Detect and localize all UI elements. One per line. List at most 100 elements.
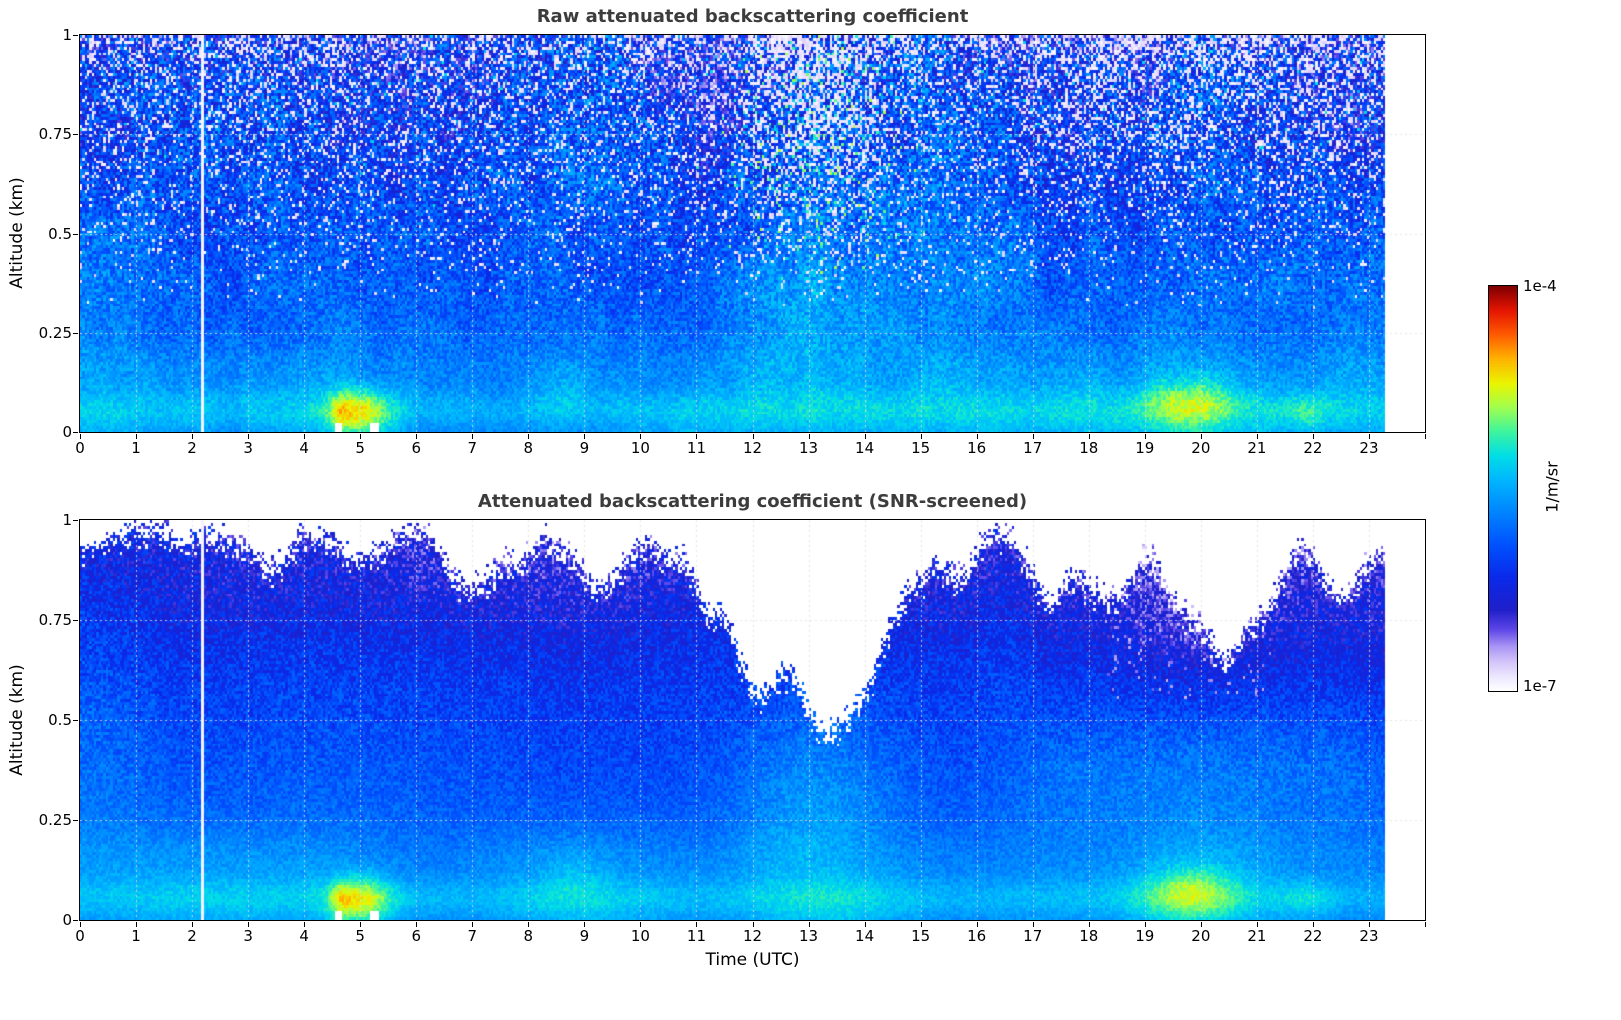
y-axis-tick (73, 720, 78, 721)
x-axis-tick (248, 434, 250, 439)
y-axis-tick (73, 920, 78, 921)
x-axis-tick (528, 922, 530, 927)
x-axis-tick (752, 922, 754, 927)
x-axis-tick (416, 434, 418, 439)
x-axis-tick (1200, 922, 1202, 927)
x-tick-label: 15 (911, 439, 931, 457)
x-tick-label: 18 (1079, 927, 1099, 945)
x-tick-label: 10 (630, 927, 650, 945)
y-tick-label: 0 (62, 911, 72, 929)
raw-panel-title: Raw attenuated backscattering coefficien… (536, 6, 969, 27)
x-tick-label: 5 (355, 439, 365, 457)
x-axis-tick (136, 922, 138, 927)
x-tick-label: 20 (1191, 439, 1211, 457)
x-tick-label: 0 (75, 439, 85, 457)
x-axis-tick (1144, 434, 1146, 439)
x-tick-label: 1 (131, 439, 141, 457)
x-tick-label: 22 (1303, 927, 1323, 945)
x-axis-tick (1368, 922, 1370, 927)
x-axis-tick (1088, 922, 1090, 927)
x-tick-label: 14 (855, 927, 875, 945)
x-axis-tick (976, 434, 978, 439)
x-axis-label: Time (UTC) (705, 950, 800, 970)
x-tick-label: 15 (911, 927, 931, 945)
x-axis-tick (808, 434, 810, 439)
x-tick-label: 1 (131, 927, 141, 945)
x-tick-label: 4 (299, 927, 309, 945)
x-axis-tick (1088, 434, 1090, 439)
x-axis-tick (1032, 922, 1034, 927)
colorbar-min-label: 1e-7 (1523, 677, 1557, 695)
x-axis-tick (360, 434, 362, 439)
x-axis-tick (640, 922, 642, 927)
x-axis-tick (472, 434, 474, 439)
x-tick-label: 3 (243, 927, 253, 945)
x-axis-tick (248, 922, 250, 927)
x-axis-tick (864, 922, 866, 927)
y-tick-label: 0.75 (38, 611, 72, 629)
x-tick-label: 16 (967, 439, 987, 457)
y-axis-tick (73, 520, 78, 521)
x-tick-label: 11 (686, 927, 706, 945)
x-tick-label: 7 (467, 927, 478, 945)
y-axis-tick (73, 332, 78, 334)
x-tick-label: 6 (411, 927, 422, 945)
x-tick-label: 21 (1247, 439, 1267, 457)
x-tick-label: 23 (1359, 439, 1379, 457)
colorbar-units-label: 1/m/sr (1542, 461, 1562, 513)
colorbar-max-label: 1e-4 (1523, 277, 1557, 295)
y-axis-tick (73, 620, 78, 621)
x-axis-tick (752, 434, 754, 439)
x-tick-label: 12 (742, 439, 763, 457)
x-axis-tick (360, 922, 362, 927)
x-tick-label: 14 (855, 439, 875, 457)
screened-y-axis-label: Altitude (km) (7, 664, 27, 776)
x-axis-tick (1144, 922, 1146, 927)
x-axis-tick (136, 434, 138, 439)
x-axis-tick (528, 434, 530, 439)
colorbar-gradient (1488, 285, 1518, 692)
y-axis-tick (73, 820, 78, 821)
x-axis-tick (1256, 922, 1258, 927)
x-axis-tick (640, 434, 642, 439)
x-axis-tick (80, 922, 81, 927)
x-axis-tick (920, 434, 922, 439)
x-tick-label: 7 (467, 439, 478, 457)
y-tick-label: 0.75 (38, 125, 72, 144)
raw-y-axis-label: Altitude (km) (7, 177, 27, 289)
x-tick-label: 12 (742, 927, 763, 945)
x-tick-label: 19 (1135, 927, 1155, 945)
x-axis-tick (192, 434, 194, 439)
x-tick-label: 9 (579, 439, 590, 457)
x-axis-tick (920, 922, 922, 927)
x-axis-tick (304, 434, 306, 439)
x-axis-tick (1256, 434, 1258, 439)
x-tick-label: 2 (187, 439, 197, 457)
y-axis-tick (73, 134, 78, 136)
x-axis-tick (1368, 434, 1370, 439)
screened-heatmap (79, 519, 1426, 921)
x-tick-label: 10 (630, 439, 650, 457)
x-tick-label: 2 (187, 927, 197, 945)
x-axis-tick (808, 922, 810, 927)
x-tick-label: 21 (1247, 927, 1267, 945)
x-tick-label: 3 (243, 439, 253, 457)
y-axis-tick (73, 35, 78, 36)
screened-panel-title: Attenuated backscattering coefficient (S… (477, 491, 1028, 512)
x-tick-label: 18 (1079, 439, 1099, 457)
y-tick-label: 0 (62, 423, 72, 441)
x-tick-label: 19 (1135, 439, 1155, 457)
x-axis-tick (304, 922, 306, 927)
y-axis-tick (73, 233, 78, 235)
x-tick-label: 20 (1191, 927, 1211, 945)
x-tick-label: 8 (523, 927, 534, 945)
x-tick-label: 4 (299, 439, 309, 457)
x-axis-tick (1425, 922, 1426, 927)
x-axis-tick (1200, 434, 1202, 439)
x-axis-tick (1312, 922, 1314, 927)
y-tick-label: 1 (62, 26, 72, 44)
x-axis-tick (472, 922, 474, 927)
x-axis-tick (584, 434, 586, 439)
x-axis-tick (192, 922, 194, 927)
